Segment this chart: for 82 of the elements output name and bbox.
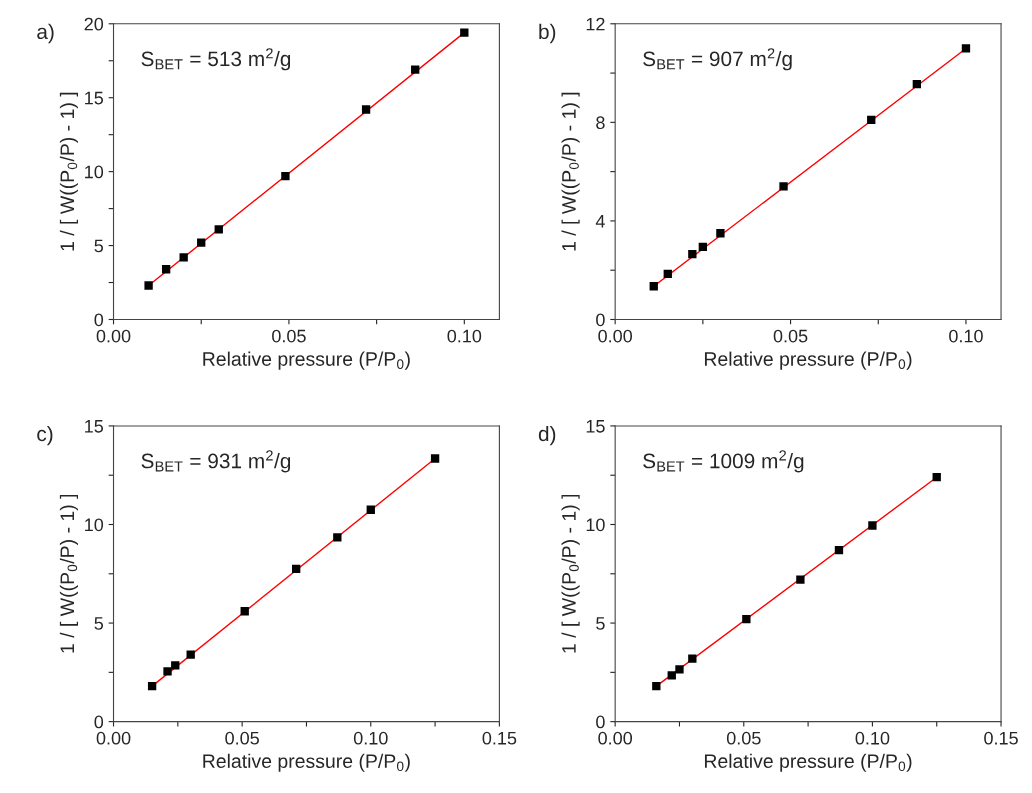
point xyxy=(171,661,180,670)
y-tick-label: 10 xyxy=(586,518,605,532)
point xyxy=(649,282,658,291)
x-tick-label: 0.10 xyxy=(949,329,983,343)
y-tick-label: 15 xyxy=(85,91,104,105)
point xyxy=(742,614,751,624)
y-tick-label: 10 xyxy=(85,165,104,179)
point xyxy=(675,665,684,674)
x-tick-label: 0.00 xyxy=(96,329,131,343)
point xyxy=(961,44,971,53)
point xyxy=(163,667,172,676)
point xyxy=(361,105,371,114)
x-axis-title: Relative pressure (P/P$_{0}$) xyxy=(704,753,912,772)
chart-title: c) xyxy=(37,425,53,446)
point xyxy=(430,454,440,463)
point xyxy=(460,28,469,37)
chart-title: d) xyxy=(538,425,556,446)
x-tick-label: 0.05 xyxy=(272,329,306,343)
x-tick-label: 0.15 xyxy=(482,731,517,745)
point xyxy=(240,607,249,616)
y-tick-label: 20 xyxy=(84,17,104,31)
x-tick-label: 0.00 xyxy=(96,731,131,745)
point xyxy=(663,269,672,279)
chart-title: b) xyxy=(539,23,556,44)
point xyxy=(932,473,941,482)
x-tick-label: 0.05 xyxy=(225,731,259,745)
point xyxy=(716,229,725,238)
y-tick-label: 0 xyxy=(94,715,104,729)
point xyxy=(292,564,301,574)
point xyxy=(197,238,206,247)
y-tick-label: 5 xyxy=(596,617,605,630)
y-tick-label: 0 xyxy=(596,313,605,327)
point xyxy=(868,521,877,530)
y-axis-title: 1 / [ W((P$_{0}$/P) - 1) ] xyxy=(561,494,580,653)
x-tick-label: 0.10 xyxy=(855,731,890,745)
point xyxy=(698,242,708,251)
y-tick-label: 15 xyxy=(85,420,104,433)
y-tick-label: 0 xyxy=(596,715,605,729)
point xyxy=(147,681,157,691)
point xyxy=(144,281,153,290)
x-axis-title: Relative pressure (P/P$_{0}$) xyxy=(203,351,410,370)
y-axis-title: 1 / [ W((P$_{0}$/P) - 1) ] xyxy=(561,92,580,251)
x-tick-label: 0.10 xyxy=(353,731,388,745)
x-tick-label: 0.00 xyxy=(598,329,633,343)
y-axis-title: 1 / [ W((P$_{0}$/P) - 1) ] xyxy=(59,494,79,653)
point xyxy=(214,225,223,234)
y-tick-label: 5 xyxy=(94,239,104,253)
y-tick-label: 5 xyxy=(94,617,104,630)
chart-title: a) xyxy=(37,23,54,44)
point xyxy=(281,171,290,181)
point xyxy=(652,681,661,691)
y-axis-title: 1 / [ W((P$_{0}$/P) - 1) ] xyxy=(59,92,79,251)
y-tick-label: 15 xyxy=(586,420,605,433)
y-tick-label: 4 xyxy=(595,215,605,228)
point xyxy=(366,505,375,514)
point xyxy=(796,575,805,584)
point xyxy=(161,265,171,274)
x-tick-label: 0.05 xyxy=(726,731,761,745)
x-tick-label: 0.15 xyxy=(984,731,1018,745)
point xyxy=(834,545,844,555)
y-tick-label: 0 xyxy=(94,313,104,327)
point xyxy=(333,533,342,542)
point xyxy=(912,79,922,89)
point xyxy=(688,250,697,259)
y-tick-label: 8 xyxy=(596,116,605,130)
y-tick-label: 10 xyxy=(85,518,104,532)
point xyxy=(411,65,420,74)
x-tick-label: 0.00 xyxy=(598,731,633,745)
annotation: S$_{BET}$ = 1009 m$^{2}$/g xyxy=(643,450,804,473)
annotation: S$_{BET}$ = 907 m$^{2}$/g xyxy=(643,48,792,71)
annotation: S$_{BET}$ = 931 m$^{2}$/g xyxy=(141,450,291,473)
x-axis-title: Relative pressure (P/P$_{0}$) xyxy=(704,351,912,370)
point xyxy=(688,654,697,663)
annotation: S$_{BET}$ = 513 m$^{2}$/g xyxy=(141,48,291,71)
y-tick-label: 12 xyxy=(586,17,605,31)
point xyxy=(779,182,788,191)
point xyxy=(179,253,188,262)
x-tick-label: 0.10 xyxy=(447,329,482,343)
point xyxy=(867,115,876,125)
point xyxy=(186,650,195,659)
x-tick-label: 0.05 xyxy=(773,329,808,343)
x-axis-title: Relative pressure (P/P$_{0}$) xyxy=(203,753,410,772)
